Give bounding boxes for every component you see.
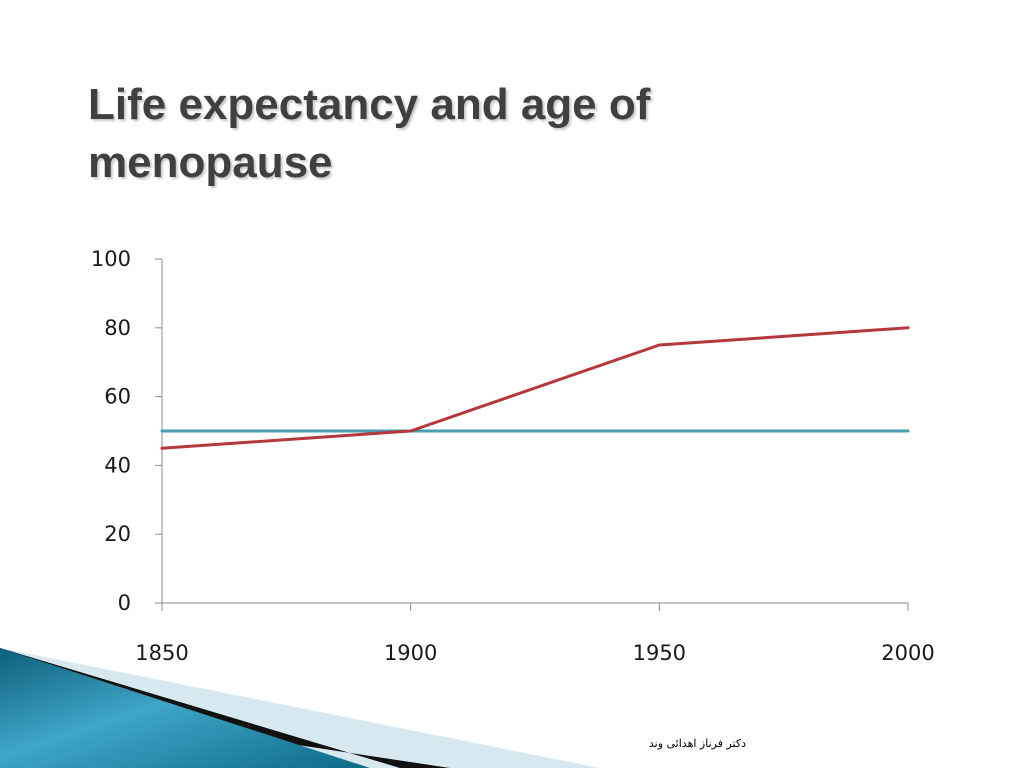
series-1-point-1850 — [160, 429, 164, 433]
chart-tick-labels: 0 20 40 60 80 100 1850 1900 1950 2000 — [91, 247, 935, 665]
chart-series — [160, 326, 910, 450]
series-0-point-2000 — [906, 326, 910, 330]
decor-blue-wedge — [0, 648, 370, 768]
series-0-point-1950 — [657, 343, 661, 347]
x-tick-label-1850: 1850 — [135, 641, 188, 665]
footer-author: دکتر فرناز اهدائی وند — [648, 737, 746, 750]
x-tick-label-2000: 2000 — [881, 641, 934, 665]
series-0-point-1900 — [409, 429, 413, 433]
series-1-point-2000 — [906, 429, 910, 433]
slide-title-line-2: menopause — [88, 138, 333, 187]
x-tick-label-1950: 1950 — [633, 641, 686, 665]
series-line-0 — [161, 326, 909, 450]
series-1-point-1950 — [657, 429, 661, 433]
y-tick-label-60: 60 — [104, 385, 131, 409]
x-tick-label-1900: 1900 — [384, 641, 437, 665]
y-tick-label-80: 80 — [104, 316, 131, 340]
y-tick-label-0: 0 — [118, 591, 131, 615]
y-tick-label-20: 20 — [104, 522, 131, 546]
y-tick-label-100: 100 — [91, 247, 131, 271]
slide-title-line-1: Life expectancy and age of — [88, 80, 651, 129]
y-tick-label-40: 40 — [104, 453, 131, 477]
series-0-point-1850 — [160, 446, 164, 450]
slide-title: Life expectancy and age of menopause — [88, 76, 888, 192]
